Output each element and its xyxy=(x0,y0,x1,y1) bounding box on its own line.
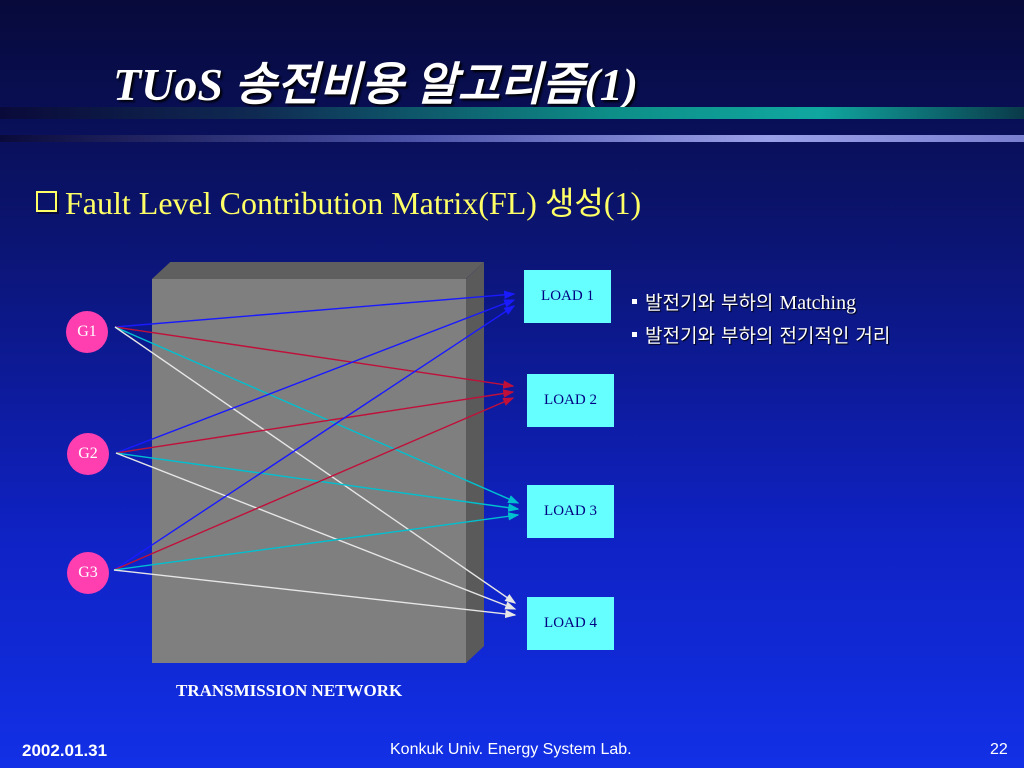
generator-label: G3 xyxy=(78,564,98,581)
connection-g2-l1 xyxy=(115,299,516,454)
connection-g1-l2 xyxy=(114,326,515,389)
footer-date: 2002.01.31 xyxy=(22,741,108,760)
section-heading-text: Fault Level Contribution Matrix(FL) 생성(1… xyxy=(65,185,642,221)
load-3-box: LOAD 3 xyxy=(527,485,614,538)
footer-lab: Konkuk Univ. Energy System Lab. xyxy=(390,741,632,758)
connection-g2-l4 xyxy=(115,452,517,610)
section-heading: Fault Level Contribution Matrix(FL) 생성(1… xyxy=(36,178,641,224)
note-text: 발전기와 부하의 전기적인 거리 xyxy=(645,325,891,347)
connection-g1-l1 xyxy=(114,290,516,328)
title-divider-line xyxy=(0,135,1024,142)
square-bullet-icon xyxy=(632,332,637,337)
connection-g3-l3 xyxy=(113,512,520,571)
network-block-top xyxy=(152,262,484,279)
load-4-box: LOAD 4 xyxy=(527,597,614,650)
load-2-box: LOAD 2 xyxy=(527,374,614,427)
note-item: 발전기와 부하의 Matching xyxy=(632,288,890,315)
note-text: 발전기와 부하의 xyxy=(645,292,774,314)
connection-g2-l2 xyxy=(115,389,515,454)
note-item: 발전기와 부하의 전기적인 거리 xyxy=(632,321,890,348)
connection-g3-l1 xyxy=(113,305,516,571)
load-label: LOAD 3 xyxy=(544,503,597,519)
generator-g2: G2 xyxy=(67,433,109,475)
connection-g3-l4 xyxy=(113,569,517,619)
connection-g1-l4 xyxy=(114,326,517,604)
generator-g1: G1 xyxy=(66,311,108,353)
square-bullet-icon xyxy=(632,299,637,304)
transmission-network-block xyxy=(152,279,466,663)
note-text-latin: Matching xyxy=(779,292,857,314)
network-block-side xyxy=(466,262,484,663)
load-label: LOAD 4 xyxy=(544,615,597,631)
network-label: TRANSMISSION NETWORK xyxy=(176,681,403,700)
connection-g3-l2 xyxy=(113,397,515,571)
generator-g3: G3 xyxy=(67,552,109,594)
generator-label: G2 xyxy=(78,445,98,462)
notes-list: 발전기와 부하의 Matching 발전기와 부하의 전기적인 거리 xyxy=(632,288,890,354)
slide-title: TUoS 송전비용 알고리즘(1) xyxy=(113,59,639,110)
load-label: LOAD 2 xyxy=(544,392,597,408)
load-1-box: LOAD 1 xyxy=(524,270,611,323)
checkbox-bullet-icon xyxy=(36,191,57,212)
load-label: LOAD 1 xyxy=(541,288,594,304)
generator-label: G1 xyxy=(77,323,97,340)
title-divider-bar xyxy=(0,107,1024,119)
connection-g1-l3 xyxy=(114,326,520,504)
page-number: 22 xyxy=(990,741,1008,758)
connection-g2-l3 xyxy=(115,452,520,512)
